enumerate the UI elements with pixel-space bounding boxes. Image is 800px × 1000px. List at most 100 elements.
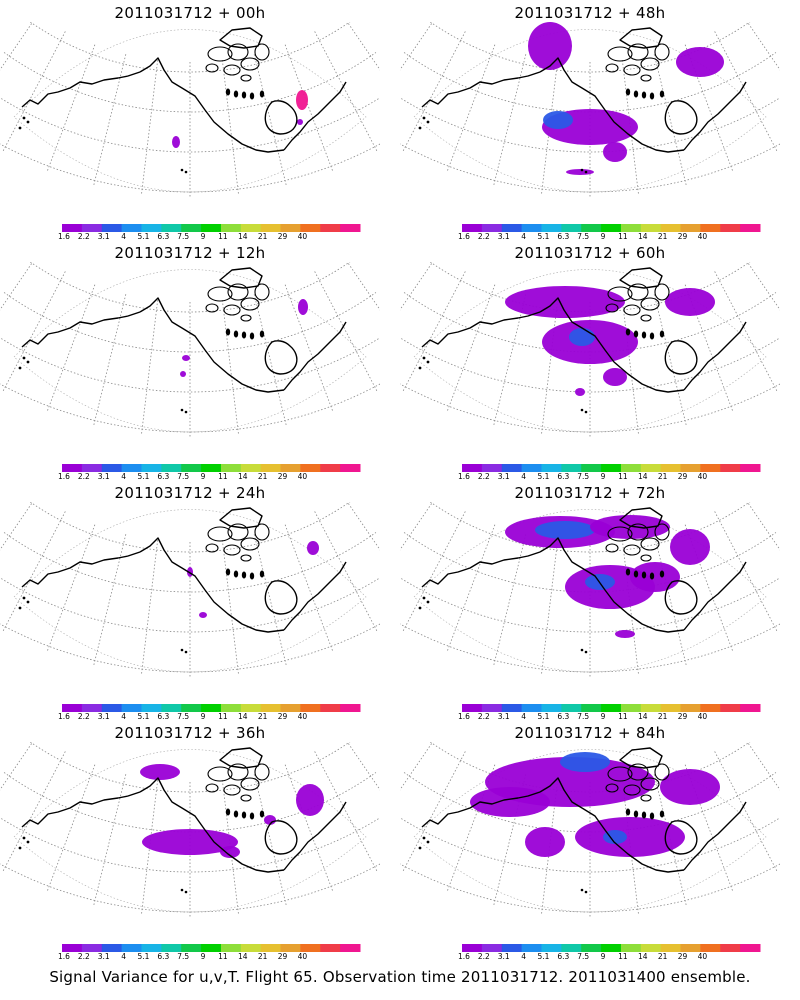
colorbar-swatch: [561, 944, 582, 952]
colorbar-swatch: [141, 704, 162, 712]
colorbar-tick-label: 21: [258, 472, 268, 480]
variance-contour: [220, 846, 240, 858]
colorbar-tick-label: 9: [201, 232, 206, 240]
colorbar-swatch: [280, 944, 301, 952]
colorbar-tick-label: 1.6: [58, 712, 70, 720]
colorbar-swatch: [660, 224, 682, 232]
colorbar-swatch: [700, 224, 721, 232]
colorbar-swatch: [640, 944, 662, 952]
colorbar-swatch: [700, 704, 721, 712]
figure-footer: Signal Variance for u,v,T. Flight 65. Ob…: [49, 968, 751, 986]
colorbar-swatch: [181, 704, 202, 712]
colorbar-tick-label: 21: [258, 952, 268, 960]
colorbar-swatch: [481, 704, 503, 712]
variance-contour: [470, 787, 550, 817]
colorbar-tick-label: 3.1: [498, 232, 510, 240]
colorbar-tick-label: 2.2: [478, 712, 490, 720]
colorbar-tick-label: 40: [298, 952, 308, 960]
colorbar-swatch: [501, 224, 523, 232]
colorbar-tick-label: 4: [121, 472, 126, 480]
polar-map: [0, 502, 380, 677]
colorbar-tick-label: 5.1: [537, 472, 549, 480]
colorbar-swatch: [541, 944, 562, 952]
colorbar-swatch: [680, 704, 701, 712]
colorbar-tick-label: 7.5: [177, 472, 189, 480]
colorbar-tick-label: 9: [601, 232, 606, 240]
colorbar-tick-label: 11: [218, 472, 228, 480]
colorbar-tick-label: 29: [278, 472, 288, 480]
colorbar-tick-label: 5.1: [537, 952, 549, 960]
colorbar-tick-label: 21: [658, 952, 668, 960]
variance-contour: [543, 111, 573, 129]
colorbar-tick-label: 3.1: [98, 952, 110, 960]
panel-title: 2011031712 + 12h: [114, 244, 266, 262]
colorbar: 1.6 2.2 3.1 4 5.1 6.3 7.5 9 11 14 21 29 40: [458, 944, 761, 960]
colorbar-tick-label: 4: [521, 952, 526, 960]
variance-contour: [660, 769, 720, 805]
colorbar-tick-label: 9: [601, 952, 606, 960]
colorbar-tick-label: 1.6: [58, 232, 70, 240]
colorbar-tick-label: 3.1: [98, 232, 110, 240]
colorbar-tick-label: 6.3: [157, 472, 169, 480]
colorbar: 1.6 2.2 3.1 4 5.1 6.3 7.5 9 11 14 21 29 40: [458, 464, 761, 480]
colorbar-tick-label: 21: [658, 712, 668, 720]
colorbar-tick-label: 3.1: [498, 712, 510, 720]
colorbar-swatch: [660, 464, 682, 472]
colorbar-tick-label: 29: [278, 952, 288, 960]
colorbar-tick-label: 9: [201, 472, 206, 480]
colorbar-tick-label: 9: [201, 712, 206, 720]
variance-contour: [665, 288, 715, 316]
variance-contour: [298, 299, 308, 315]
colorbar-tick-label: 21: [658, 232, 668, 240]
variance-contour: [603, 830, 627, 844]
colorbar-tick-label: 9: [601, 712, 606, 720]
colorbar-tick-label: 3.1: [498, 952, 510, 960]
panel-title: 2011031712 + 48h: [514, 4, 666, 22]
variance-contour: [180, 371, 186, 377]
colorbar-swatch: [462, 704, 483, 712]
colorbar-swatch: [240, 464, 262, 472]
colorbar-swatch: [740, 704, 761, 712]
variance-contour: [535, 521, 595, 539]
colorbar-swatch: [181, 224, 202, 232]
colorbar-tick-label: 4: [521, 712, 526, 720]
variance-contour: [575, 388, 585, 396]
colorbar-swatch: [141, 224, 162, 232]
colorbar-tick-label: 3.1: [98, 712, 110, 720]
colorbar-tick-label: 2.2: [78, 472, 90, 480]
variance-contour: [505, 286, 625, 318]
panel-title: 2011031712 + 72h: [514, 484, 666, 502]
colorbar-swatch: [501, 944, 523, 952]
colorbar-swatch: [81, 704, 103, 712]
map-panel: 2011031712 + 84h 1.6 2.2 3.1 4 5.1 6.3 7.5 9 11 14…: [400, 720, 780, 960]
colorbar-swatch: [101, 704, 123, 712]
colorbar-swatch: [720, 224, 741, 232]
variance-contour: [140, 764, 180, 780]
colorbar-tick-label: 29: [678, 472, 688, 480]
colorbar-tick-label: 2.2: [478, 952, 490, 960]
colorbar: 1.6 2.2 3.1 4 5.1 6.3 7.5 9 11 14 21 29 40: [58, 464, 361, 480]
colorbar-tick-label: 2.2: [78, 232, 90, 240]
map-panel: 2011031712 + 60h 1.6 2.2 3.1 4 5.1 6.3 7.5 9 11 14…: [400, 240, 780, 480]
colorbar: 1.6 2.2 3.1 4 5.1 6.3 7.5 9 11 14 21 29 40: [58, 944, 361, 960]
colorbar-swatch: [601, 224, 622, 232]
colorbar-tick-label: 14: [638, 232, 648, 240]
colorbar-swatch: [462, 464, 483, 472]
colorbar-swatch: [660, 704, 682, 712]
colorbar-swatch: [62, 704, 83, 712]
colorbar-swatch: [740, 464, 761, 472]
colorbar-swatch: [320, 704, 341, 712]
colorbar-swatch: [541, 704, 562, 712]
colorbar-swatch: [101, 944, 123, 952]
colorbar-swatch: [300, 704, 321, 712]
panel-title: 2011031712 + 24h: [114, 484, 266, 502]
colorbar-tick-label: 7.5: [577, 232, 589, 240]
colorbar-swatch: [340, 224, 361, 232]
colorbar-swatch: [581, 224, 602, 232]
colorbar-swatch: [640, 704, 662, 712]
colorbar-tick-label: 6.3: [157, 232, 169, 240]
colorbar-tick-label: 29: [678, 232, 688, 240]
variance-contour: [296, 784, 324, 816]
variance-contour: [560, 752, 610, 772]
colorbar-tick-label: 40: [698, 712, 708, 720]
